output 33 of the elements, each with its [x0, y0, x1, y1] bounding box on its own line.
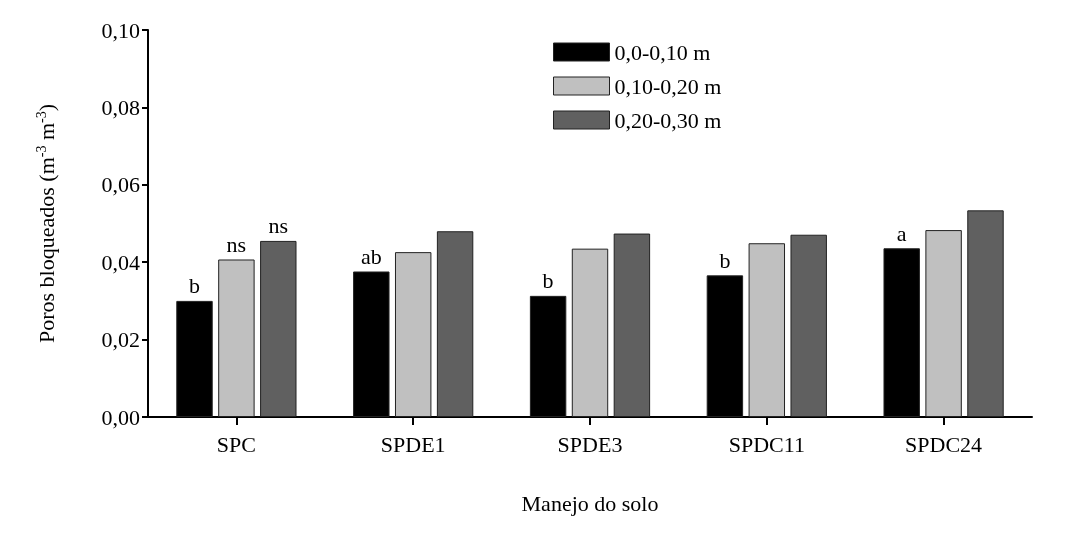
y-tick-label: 0,08 [101, 94, 140, 120]
y-axis-title: Poros bloqueados (m-3 m-3) [33, 103, 59, 344]
bar [436, 231, 474, 417]
bar [925, 230, 962, 417]
x-tick-label: SPDE3 [557, 431, 623, 457]
bar [613, 233, 651, 417]
data-label: ns [226, 231, 247, 257]
data-label: ab [360, 243, 382, 269]
bar [260, 240, 297, 417]
bar [218, 259, 255, 417]
bar [394, 252, 432, 417]
y-tick-label: 0,10 [101, 17, 140, 43]
bar [571, 248, 609, 417]
x-tick-label: SPDC11 [728, 431, 805, 457]
y-tick-label: 0,06 [101, 172, 140, 198]
y-tick-label: 0,04 [101, 249, 140, 275]
x-tick-label: SPDC24 [905, 431, 983, 457]
y-tick-label: 0,02 [101, 327, 140, 353]
bar [790, 234, 827, 417]
data-label: b [189, 273, 200, 299]
bar [748, 243, 786, 417]
data-label: a [896, 220, 907, 246]
data-label: b [542, 268, 554, 294]
y-tick-label: 0,00 [101, 404, 140, 430]
data-label: b [719, 247, 731, 273]
x-tick-label: SPC [216, 431, 256, 457]
x-axis-title: Manejo do solo [521, 490, 659, 516]
legend-label: 0,10-0,20 m [614, 73, 722, 99]
legend-label: 0,20-0,30 m [614, 107, 722, 133]
data-label: ns [268, 213, 289, 239]
legend-label: 0,0-0,10 m [614, 39, 711, 65]
x-tick-label: SPDE1 [380, 431, 446, 457]
bar [967, 210, 1004, 417]
